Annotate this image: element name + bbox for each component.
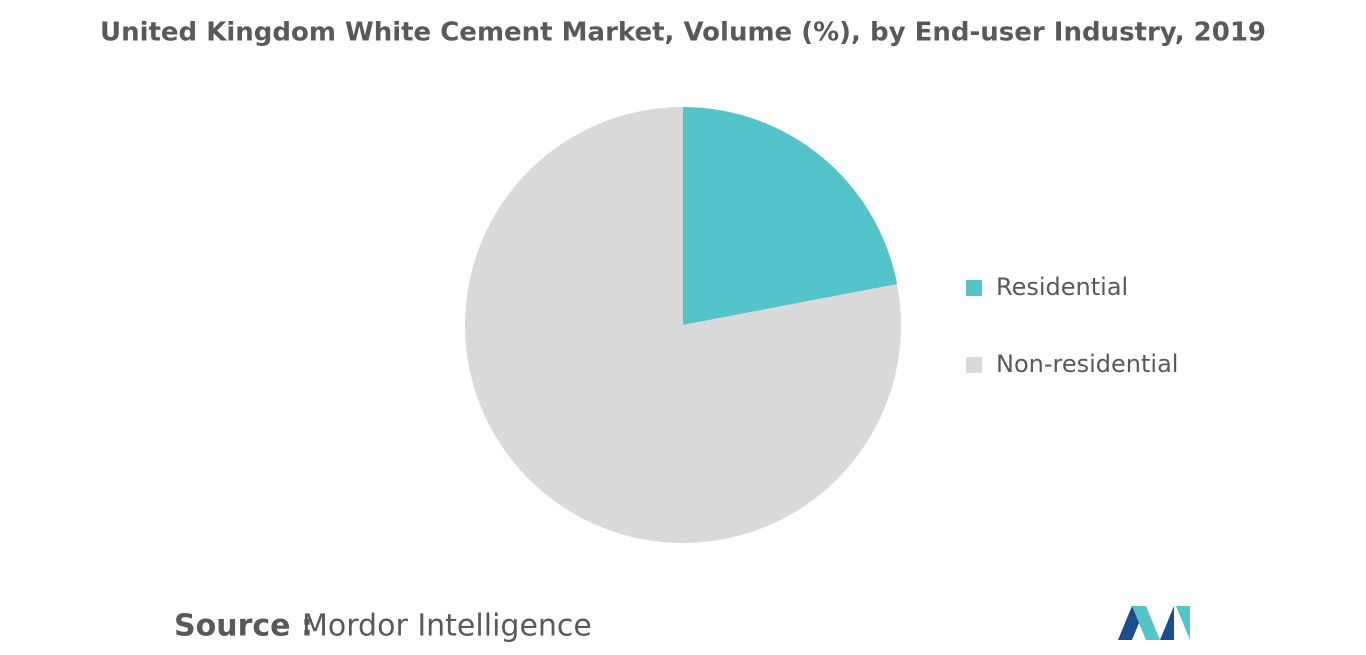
pie-slice bbox=[464, 107, 901, 543]
pie-slice bbox=[683, 107, 898, 325]
source: Mordor Intelligence bbox=[302, 609, 592, 644]
pie bbox=[464, 107, 901, 543]
legend-swatch bbox=[966, 280, 982, 296]
source-label: Source : bbox=[174, 609, 313, 644]
chart-title: United Kingdom White Cement Market, Volu… bbox=[100, 18, 1266, 48]
legend-label: Residential bbox=[996, 273, 1128, 301]
legend-swatch bbox=[966, 357, 982, 373]
legend-label: Non-residential bbox=[996, 350, 1178, 378]
logo bbox=[1118, 606, 1190, 640]
legend: Residential Non-residential bbox=[966, 273, 1178, 378]
